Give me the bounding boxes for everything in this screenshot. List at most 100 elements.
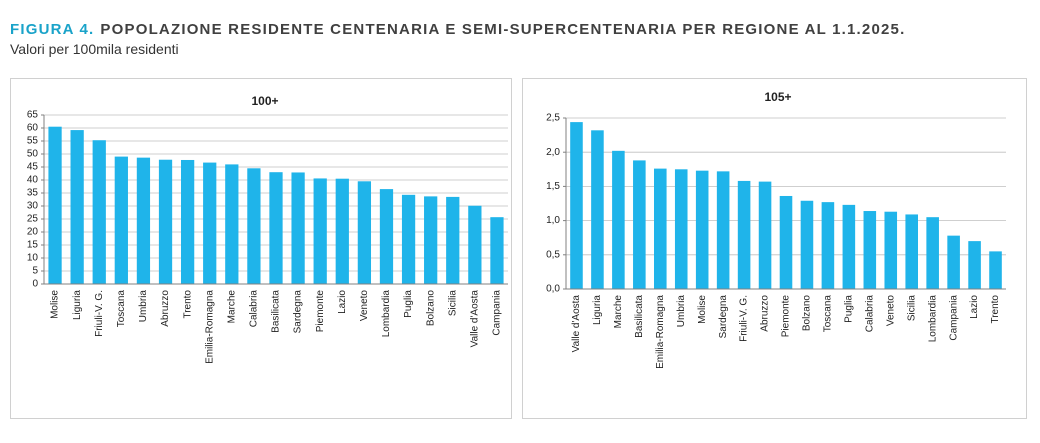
x-tick-label: Valle d'Aosta <box>571 295 582 353</box>
x-tick-label: Lombardia <box>381 290 392 338</box>
x-tick-label: Molise <box>50 290 61 319</box>
y-tick-label: 35 <box>27 188 39 199</box>
y-tick-label: 0 <box>32 279 38 290</box>
chart-title: 105+ <box>764 90 791 104</box>
x-tick-label: Basilicata <box>271 290 282 333</box>
x-tick-label: Abruzzo <box>160 290 171 327</box>
bar <box>401 194 416 284</box>
figure-title: FIGURA 4. POPOLAZIONE RESIDENTE CENTENARI… <box>10 21 905 38</box>
y-tick-label: 45 <box>27 162 39 173</box>
bar <box>968 241 981 289</box>
chart-title: 100+ <box>251 94 278 108</box>
bar <box>48 126 62 284</box>
x-tick-label: Veneto <box>885 295 896 327</box>
x-tick-label: Puglia <box>843 295 854 323</box>
y-tick-label: 60 <box>27 123 39 134</box>
x-tick-label: Trento <box>990 295 1001 324</box>
bar <box>800 200 814 289</box>
bar <box>269 172 283 284</box>
bar <box>158 159 173 284</box>
x-tick-label: Piemonte <box>315 290 326 333</box>
bar <box>247 168 261 284</box>
y-tick-label: 0,0 <box>546 284 560 295</box>
bar <box>70 130 84 284</box>
x-tick-label: Friuli-V. G. <box>94 290 105 337</box>
y-tick-label: 65 <box>27 110 39 121</box>
x-tick-label: Liguria <box>72 290 83 320</box>
x-tick-label: Calabria <box>249 290 260 328</box>
x-tick-label: Campania <box>492 290 503 336</box>
y-tick-label: 40 <box>27 175 39 186</box>
x-tick-label: Emilia-Romagna <box>655 295 666 369</box>
bar <box>114 156 128 284</box>
x-tick-label: Piemonte <box>781 295 792 338</box>
bar <box>357 181 372 284</box>
x-tick-label: Veneto <box>359 290 370 322</box>
x-tick-label: Trento <box>182 290 193 319</box>
y-tick-label: 5 <box>32 266 38 277</box>
y-tick-label: 30 <box>27 201 39 212</box>
bar <box>947 235 960 289</box>
x-tick-label: Sardegna <box>718 295 729 339</box>
x-tick-label: Umbria <box>676 295 687 328</box>
y-tick-label: 15 <box>27 240 39 251</box>
bar <box>490 217 504 284</box>
bar <box>926 217 939 289</box>
bar <box>591 130 604 289</box>
y-tick-label: 20 <box>27 227 39 238</box>
bar <box>989 251 1002 289</box>
y-tick-label: 1,5 <box>546 181 560 192</box>
figure-title-text: POPOLAZIONE RESIDENTE CENTENARIA E SEMI-… <box>100 21 905 38</box>
figure-label: FIGURA 4. <box>10 21 94 38</box>
bar <box>905 214 918 289</box>
x-tick-label: Emilia-Romagna <box>204 290 215 364</box>
y-tick-label: 50 <box>27 149 39 160</box>
bar <box>884 211 898 289</box>
y-tick-label: 10 <box>27 253 39 264</box>
x-tick-label: Molise <box>697 295 708 324</box>
bar <box>335 178 349 284</box>
bar <box>758 181 772 289</box>
x-tick-label: Marche <box>226 290 237 324</box>
bar <box>379 189 394 284</box>
panel <box>10 78 512 419</box>
x-tick-label: Friuli-V. G. <box>739 295 750 342</box>
figure-subtitle: Valori per 100mila residenti <box>10 41 179 57</box>
bar <box>136 157 151 284</box>
bar <box>716 171 730 289</box>
bar <box>570 122 583 289</box>
bar <box>737 180 751 289</box>
bar <box>612 150 625 289</box>
y-tick-label: 2,0 <box>546 147 560 158</box>
x-tick-label: Sicilia <box>906 295 917 322</box>
bar <box>313 178 327 284</box>
x-tick-label: Umbria <box>138 290 149 323</box>
bar <box>424 196 438 284</box>
x-tick-label: Toscana <box>823 295 834 333</box>
bar <box>674 169 688 289</box>
bar <box>821 202 835 289</box>
x-tick-label: Toscana <box>116 290 127 328</box>
bar <box>863 211 877 289</box>
bar <box>468 205 482 284</box>
y-tick-label: 2,5 <box>546 113 560 124</box>
y-tick-label: 25 <box>27 214 39 225</box>
y-tick-label: 0,5 <box>546 249 560 260</box>
bar <box>633 160 646 289</box>
x-tick-label: Sardegna <box>293 290 304 334</box>
x-tick-label: Basilicata <box>634 295 645 338</box>
x-tick-label: Marche <box>613 295 624 329</box>
x-tick-label: Lombardia <box>927 295 938 343</box>
x-tick-label: Valle d'Aosta <box>469 290 480 348</box>
bar <box>225 164 239 284</box>
x-tick-label: Campania <box>948 295 959 341</box>
x-tick-label: Abruzzo <box>760 295 771 332</box>
x-tick-label: Calabria <box>864 295 875 333</box>
bar <box>203 162 217 284</box>
x-tick-label: Bolzano <box>425 290 436 327</box>
x-tick-label: Sicilia <box>447 290 458 317</box>
bar <box>695 170 709 289</box>
bar <box>180 159 195 284</box>
